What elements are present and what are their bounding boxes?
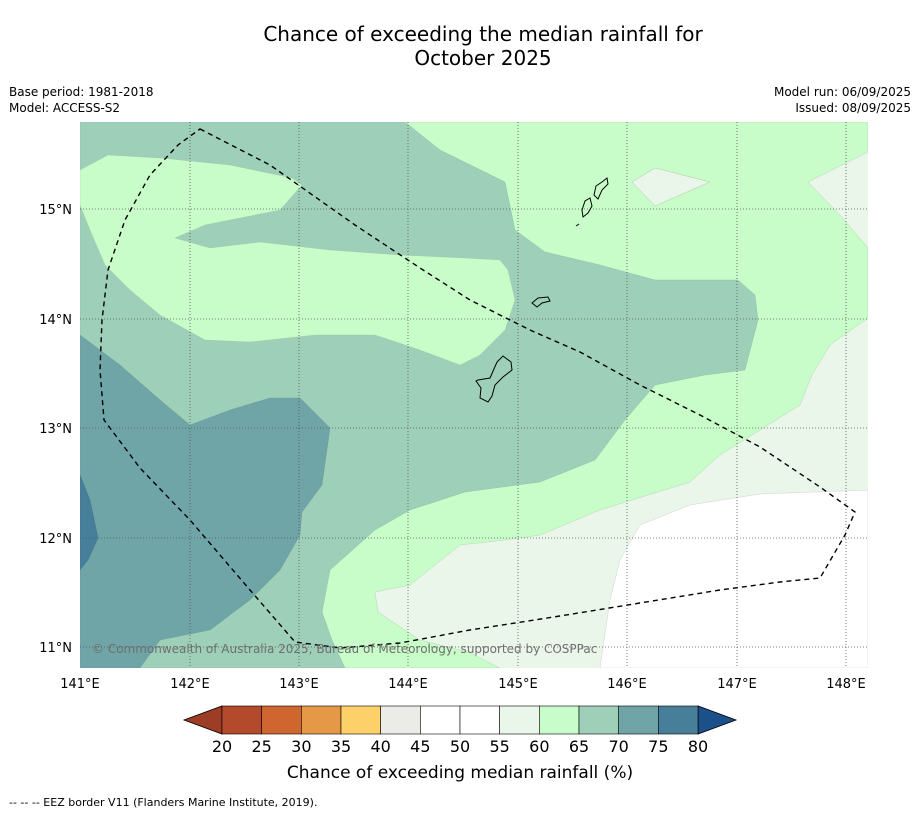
colorbar-cell [539, 705, 580, 735]
lon-label: 142°E [170, 677, 210, 692]
lat-labels: 15°N 14°N 13°N 12°N 11°N [39, 203, 72, 656]
lon-label: 141°E [60, 677, 100, 692]
island-rota [531, 296, 551, 308]
colorbar-tick-label: 25 [251, 737, 271, 756]
colorbar-high-extend [697, 705, 738, 735]
lon-label: 146°E [607, 677, 647, 692]
colorbar-tick-label: 30 [291, 737, 311, 756]
zone-55-60-patch [631, 167, 711, 207]
colorbar-cell [420, 705, 461, 735]
colorbar-cell [380, 705, 421, 735]
colorbar-ticks: 20 25 30 35 40 45 50 55 60 65 70 75 80 [212, 737, 708, 756]
colorbar-tick-label: 20 [212, 737, 232, 756]
model-run: Model run: 06/09/2025 [773, 85, 911, 99]
colorbar-cell [578, 705, 619, 735]
colorbar-tick-label: 65 [569, 737, 589, 756]
copyright-notice: © Commonwealth of Australia 2025, Bureau… [92, 642, 597, 656]
colorbar-tick-label: 55 [489, 737, 509, 756]
meta-left: Base period: 1981-2018 Model: ACCESS-S2 [9, 84, 154, 116]
base-period: Base period: 1981-2018 [9, 85, 154, 99]
lat-gridlines [80, 208, 868, 648]
colorbar-tick-label: 60 [529, 737, 549, 756]
colorbar-cell [459, 705, 500, 735]
colorbar-cell [340, 705, 381, 735]
lon-gridlines [189, 122, 847, 668]
colorbar-low-extend [182, 705, 223, 735]
colorbar-tick-label: 45 [410, 737, 430, 756]
map-title: Chance of exceeding the median rainfall … [0, 22, 919, 70]
colorbar-cell [658, 705, 699, 735]
colorbar-tick-label: 80 [688, 737, 708, 756]
colorbar-cell [618, 705, 659, 735]
lon-label: 147°E [717, 677, 757, 692]
colorbar-cell [221, 705, 262, 735]
colorbar-cell [499, 705, 540, 735]
zone-75-80 [80, 474, 99, 571]
island-saipan [593, 177, 609, 200]
eez-border [99, 128, 856, 649]
lat-label: 13°N [39, 422, 72, 437]
colorbar-tick-label: 35 [331, 737, 351, 756]
model-name: Model: ACCESS-S2 [9, 101, 121, 115]
colorbar-tick-label: 70 [608, 737, 628, 756]
title-line-1: Chance of exceeding the median rainfall … [263, 22, 703, 46]
colorbar: 20 25 30 35 40 45 50 55 60 65 70 75 80 Chance of exc… [182, 705, 738, 783]
zone-60-65-tongue [80, 154, 516, 366]
colorbar-tick-label: 75 [648, 737, 668, 756]
lat-label: 14°N [39, 313, 72, 328]
eez-footnote: -- -- -- EEZ border V11 (Flanders Marine… [9, 796, 318, 809]
lon-label: 145°E [498, 677, 538, 692]
zone-70-75 [80, 334, 331, 668]
lon-label: 144°E [388, 677, 428, 692]
issued-date: Issued: 08/09/2025 [795, 101, 911, 115]
island-outlines [475, 177, 609, 403]
map-area: © Commonwealth of Australia 2025, Bureau… [80, 122, 868, 668]
title-line-2: October 2025 [414, 46, 552, 70]
lon-labels: 141°E 142°E 143°E 144°E 145°E 146°E 147°… [60, 677, 866, 692]
colorbar-tick-label: 50 [450, 737, 470, 756]
colorbar-tick-label: 40 [370, 737, 390, 756]
colorbar-title: Chance of exceeding median rainfall (%) [287, 763, 633, 783]
colorbar-cell [301, 705, 342, 735]
island-guam [475, 355, 513, 403]
colorbar-cell [261, 705, 302, 735]
island-tinian [581, 197, 593, 218]
meta-right: Model run: 06/09/2025 Issued: 08/09/2025 [774, 84, 911, 116]
lat-label: 15°N [39, 203, 72, 218]
colorbar-cells [221, 705, 699, 735]
lat-label: 12°N [39, 532, 72, 547]
lat-label: 11°N [39, 641, 72, 656]
lon-label: 148°E [826, 677, 866, 692]
lon-label: 143°E [279, 677, 319, 692]
island-aguijan [575, 223, 580, 227]
